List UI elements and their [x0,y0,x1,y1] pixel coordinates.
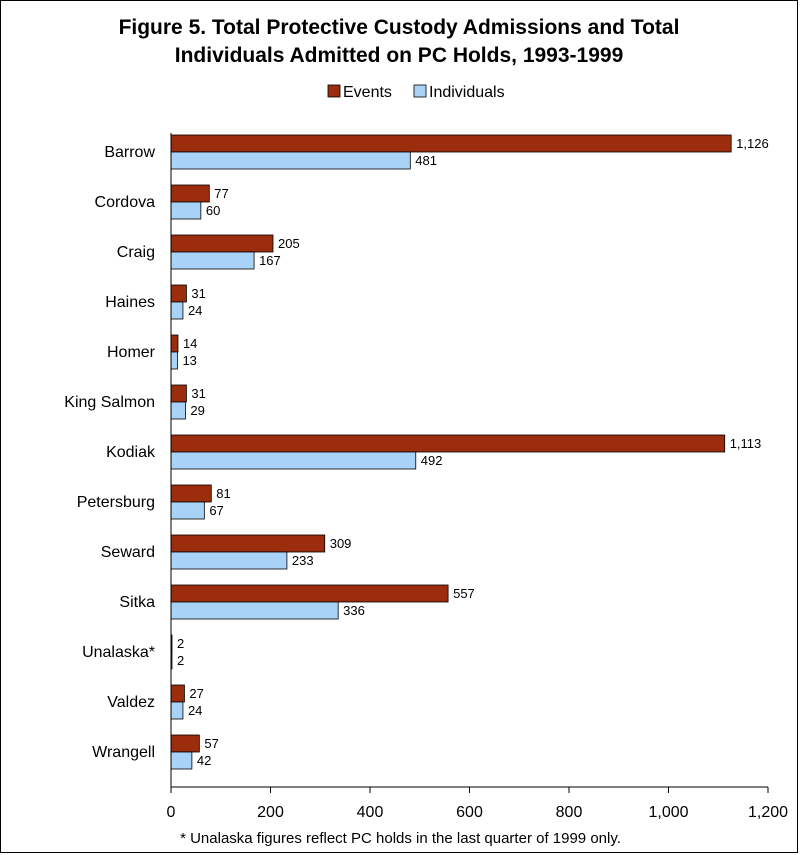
category-label-wrangell: Wrangell [92,744,155,761]
value-label-events-homer: 14 [183,336,197,351]
x-tick-label-1000: 1,000 [648,804,688,821]
category-label-valdez: Valdez [107,694,155,711]
value-label-individuals-craig: 167 [259,253,281,268]
bar-events-king-salmon [170,384,187,403]
legend-label-events: Events [343,84,392,101]
chart-title-line-2: Individuals Admitted on PC Holds, 1993-1… [174,44,624,67]
legend-label-individuals: Individuals [429,84,505,101]
legend-swatch-individuals [413,84,427,98]
bar-events-kodiak [170,434,726,453]
category-label-cordova: Cordova [95,194,156,211]
x-tick-label-600: 600 [456,804,483,821]
bar-events-homer [170,334,179,353]
bar-individuals-cordova [170,201,202,220]
value-label-individuals-petersburg: 67 [209,503,223,518]
value-label-events-haines: 31 [191,286,205,301]
value-label-individuals-seward: 233 [292,553,314,568]
bar-individuals-sitka [170,601,339,620]
x-tick-label-1200: 1,200 [748,804,788,821]
value-label-events-seward: 309 [330,536,352,551]
value-label-individuals-cordova: 60 [206,203,220,218]
bar-events-barrow [170,134,732,153]
footnote: * Unalaska figures reflect PC holds in t… [180,830,621,847]
value-label-individuals-valdez: 24 [188,703,202,718]
bar-individuals-kodiak [170,451,417,470]
value-label-events-cordova: 77 [214,186,228,201]
bar-individuals-valdez [170,701,184,720]
x-tick-label-0: 0 [167,804,176,821]
x-tick-label-400: 400 [357,804,384,821]
value-label-events-kodiak: 1,113 [730,436,762,451]
bar-events-haines [170,284,187,303]
value-label-individuals-wrangell: 42 [197,753,211,768]
value-label-events-unalaska: 2 [177,636,184,651]
chart-title-line-1: Figure 5. Total Protective Custody Admis… [118,16,680,39]
chart-title: Figure 5. Total Protective Custody Admis… [0,14,798,70]
bar-individuals-wrangell [170,751,193,770]
value-label-events-craig: 205 [278,236,300,251]
bar-events-valdez [170,684,185,703]
x-tick-label-200: 200 [257,804,284,821]
value-label-individuals-homer: 13 [182,353,196,368]
value-label-events-king-salmon: 31 [191,386,205,401]
value-label-events-valdez: 27 [189,686,203,701]
bar-individuals-homer [170,351,178,370]
value-label-individuals-kodiak: 492 [421,453,443,468]
bar-events-wrangell [170,734,200,753]
category-label-kodiak: Kodiak [106,444,156,461]
bar-events-cordova [170,184,210,203]
value-label-events-petersburg: 81 [216,486,230,501]
category-label-king-salmon: King Salmon [64,394,155,411]
legend-swatch-events [327,84,341,98]
bar-chart: Events Individuals Barrow 1,126 481 Cordova 77… [64,84,788,821]
bar-individuals-craig [170,251,255,270]
value-label-events-barrow: 1,126 [736,136,769,151]
bar-individuals-haines [170,301,184,320]
value-label-individuals-king-salmon: 29 [190,403,204,418]
bar-events-seward [170,534,326,553]
bar-individuals-king-salmon [170,401,186,420]
bar-events-craig [170,234,274,253]
bar-events-petersburg [170,484,212,503]
value-label-events-sitka: 557 [453,586,475,601]
category-label-homer: Homer [107,344,156,361]
value-label-events-wrangell: 57 [204,736,218,751]
value-label-individuals-unalaska: 2 [177,653,184,668]
bar-individuals-petersburg [170,501,205,520]
category-label-petersburg: Petersburg [77,494,155,511]
category-label-barrow: Barrow [104,144,155,161]
bar-individuals-seward [170,551,288,570]
category-label-haines: Haines [105,294,155,311]
category-label-seward: Seward [101,544,155,561]
category-label-unalaska: Unalaska* [82,644,155,661]
bar-individuals-barrow [170,151,411,170]
value-label-individuals-haines: 24 [188,303,202,318]
value-label-individuals-sitka: 336 [343,603,365,618]
x-tick-label-800: 800 [556,804,583,821]
category-label-craig: Craig [117,244,155,261]
category-label-sitka: Sitka [119,594,155,611]
value-label-individuals-barrow: 481 [415,153,437,168]
bar-events-sitka [170,584,449,603]
